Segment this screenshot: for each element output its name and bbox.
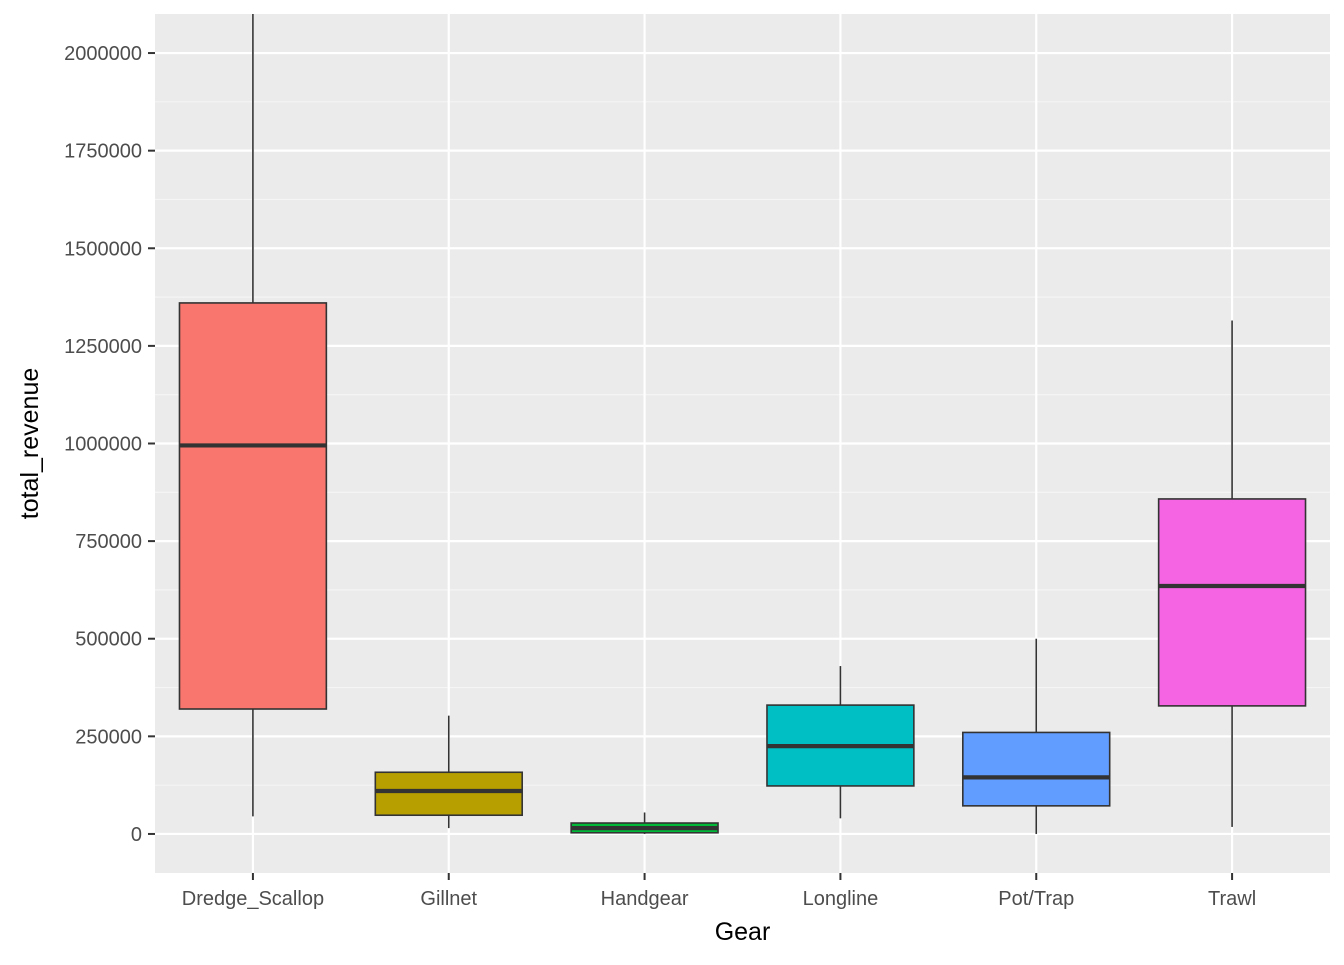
x-tick-label: Pot/Trap xyxy=(998,888,1074,910)
y-tick-label: 2000000 xyxy=(64,43,142,65)
box-iqr xyxy=(1157,498,1307,707)
x-tick-label: Gillnet xyxy=(420,888,477,910)
x-tick-label: Trawl xyxy=(1208,888,1256,910)
y-tick-label: 1000000 xyxy=(64,434,142,456)
x-tick-label: Handgear xyxy=(601,888,689,910)
x-tick-label: Longline xyxy=(803,888,879,910)
y-tick-label: 1250000 xyxy=(64,336,142,358)
plot-panel xyxy=(155,14,1330,873)
axis-layer: 0 250000 500000 750000 1000000 1250000 1500000… xyxy=(64,43,1256,910)
box-gillnet xyxy=(374,715,523,829)
y-axis-title: total_revenue xyxy=(16,368,44,520)
box-iqr xyxy=(374,771,523,817)
y-tick-label: 0 xyxy=(131,824,142,846)
box-trawl xyxy=(1157,320,1307,827)
box-handgear xyxy=(570,812,719,834)
y-tick-label: 500000 xyxy=(75,629,142,651)
y-tick-label: 250000 xyxy=(75,726,142,748)
x-tick-label: Dredge_Scallop xyxy=(182,888,324,910)
y-tick-label: 1750000 xyxy=(64,141,142,163)
box-dredge-scallop xyxy=(178,14,328,817)
box-layer xyxy=(178,14,1307,834)
y-tick-label: 750000 xyxy=(75,531,142,553)
box-longline xyxy=(766,666,915,819)
x-axis-title: Gear xyxy=(715,918,771,946)
box-iqr xyxy=(962,731,1111,807)
box-iqr xyxy=(178,302,328,710)
box-pot-trap xyxy=(962,638,1111,834)
y-tick-label: 1500000 xyxy=(64,238,142,260)
